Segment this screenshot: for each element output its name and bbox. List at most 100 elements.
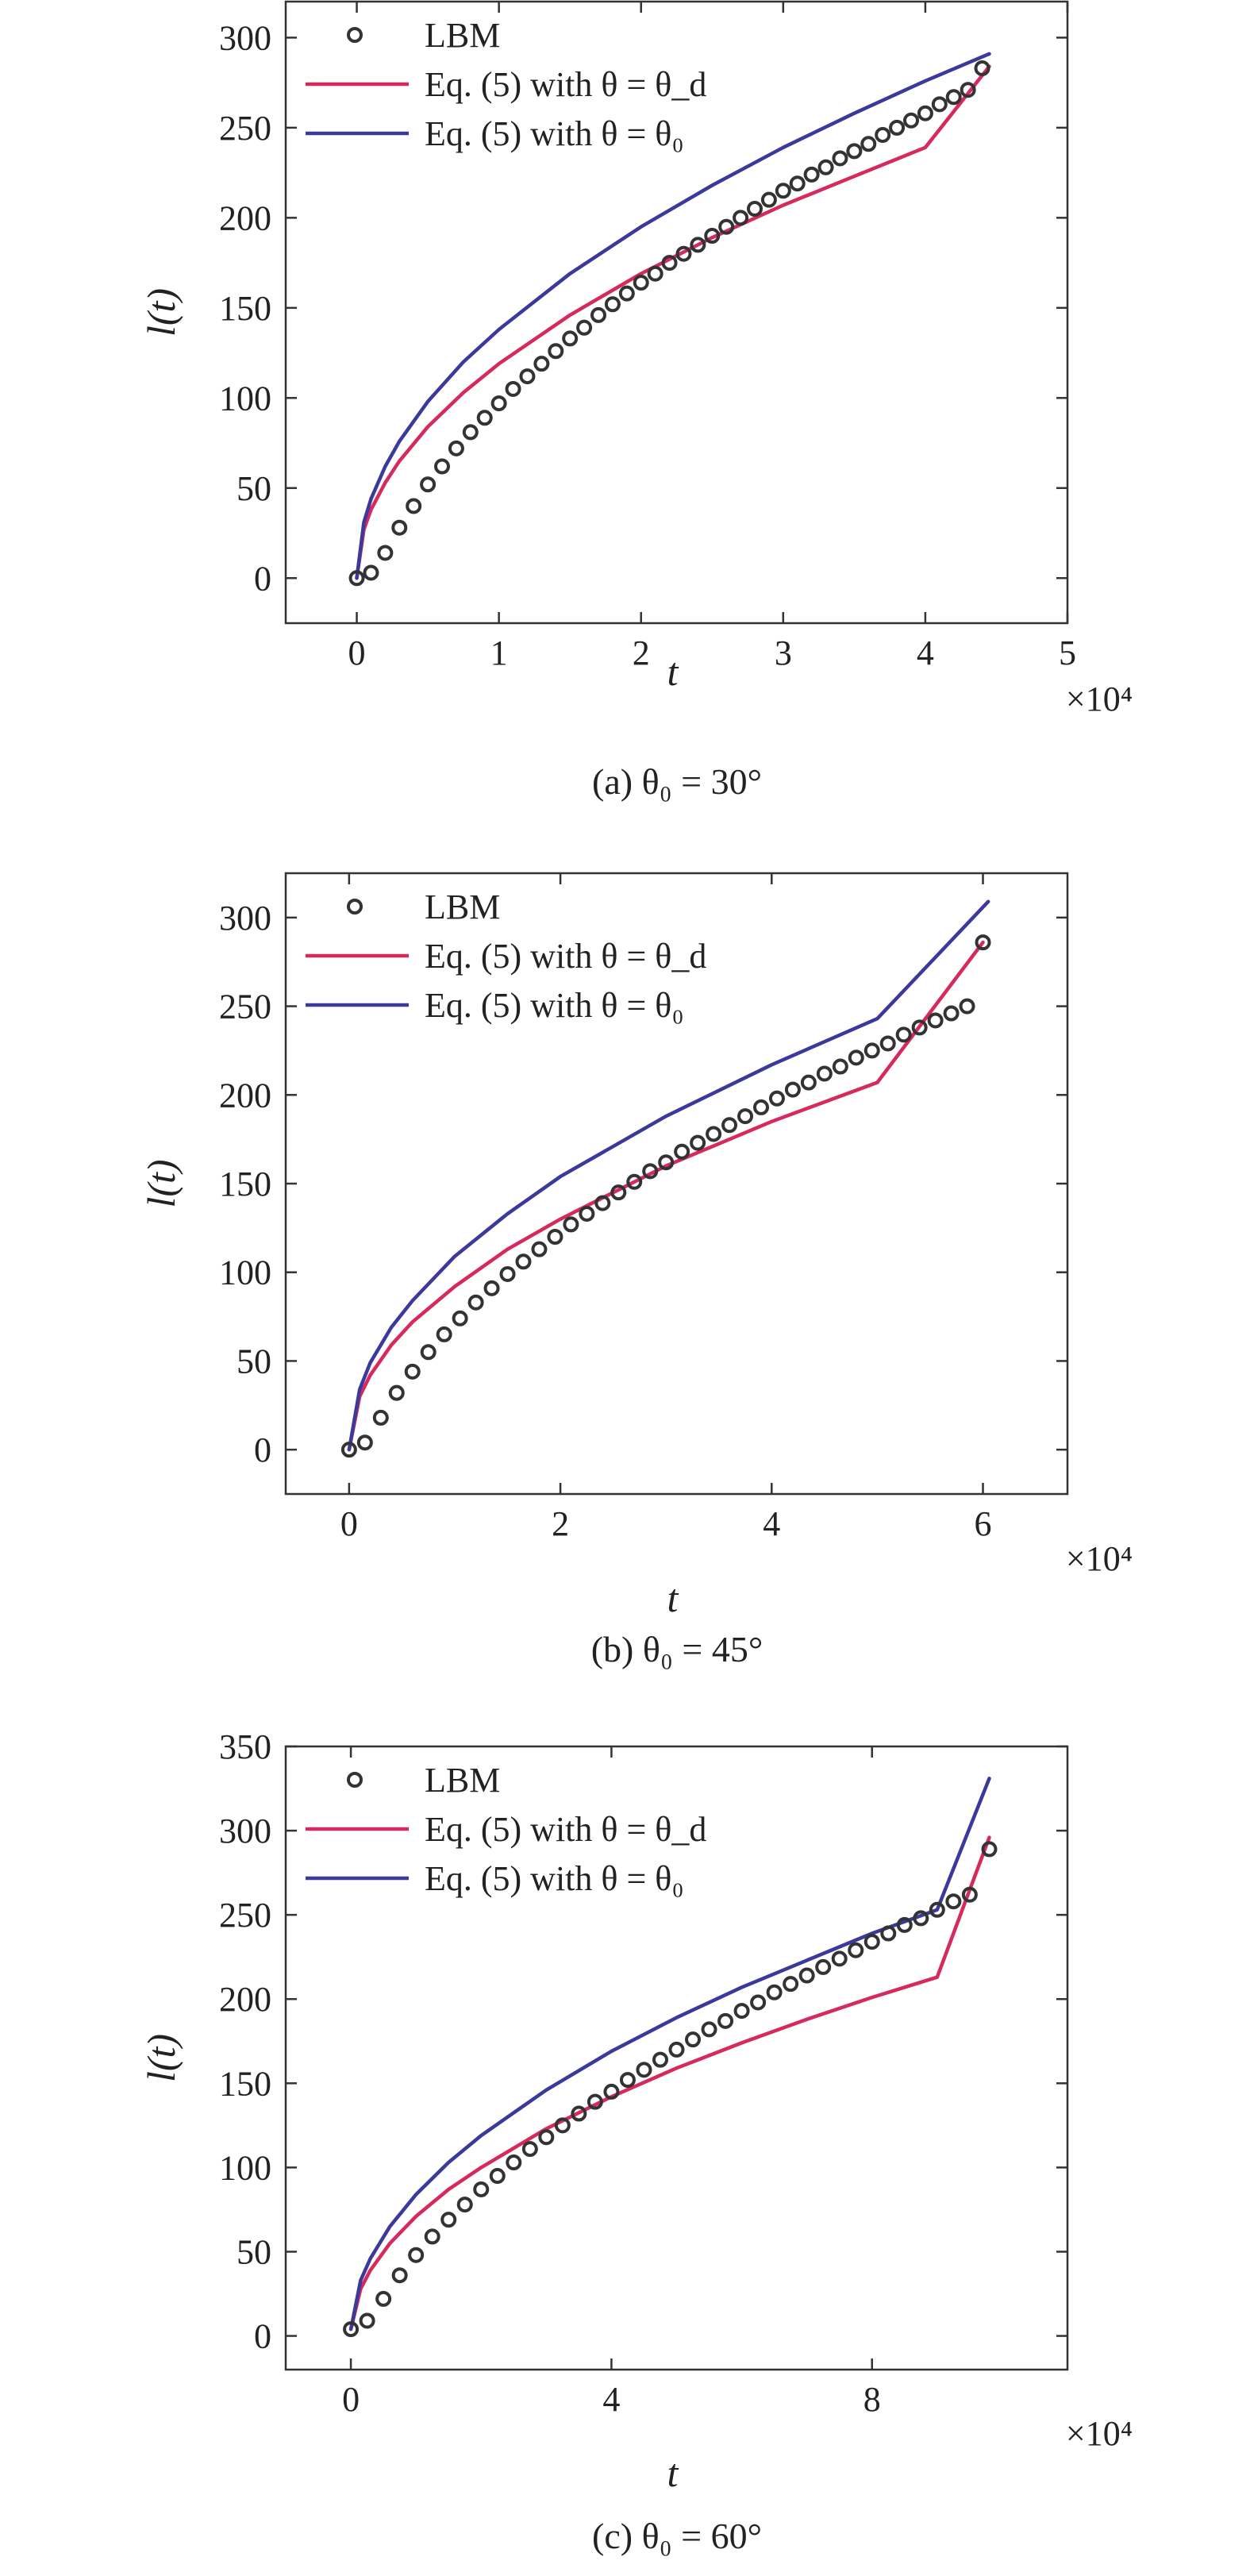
y-tick-label: 50 [237,1342,271,1380]
y-tick-label: 0 [254,559,271,598]
lbm-point [448,440,464,456]
x-tick-label: 3 [775,633,792,672]
lbm-point [766,1984,783,2000]
lbm-point [363,564,379,581]
lbm-point [538,2129,555,2146]
legend: LBM Eq. (5) with θ = θ_d Eq. (5) with θ = … [306,1761,706,1898]
lbm-point [420,476,437,493]
x-axis-exponent: ×10⁴ [1066,2414,1133,2453]
lbm-point [473,2181,490,2197]
lbm-point [406,498,422,514]
plot-area [343,1777,998,2338]
series-line-theta-0 [348,1777,991,2331]
lbm-point [372,1409,389,1426]
lbm-point [391,2267,408,2284]
lbm-point [391,519,408,536]
x-tick-label: 5 [1059,633,1076,672]
lbm-point [981,1841,998,1858]
lbm-point [733,210,749,226]
lbm-point [489,2168,506,2185]
lbm-point [911,1019,928,1036]
lbm-point [685,2031,702,2048]
y-tick-label: 300 [219,899,271,938]
lbm-point [408,2247,425,2263]
x-tick-label: 6 [975,1504,992,1543]
y-tick-label: 200 [219,198,271,237]
lbm-point [848,1049,864,1066]
y-axis-label: l(t) [139,1159,183,1207]
x-tick-label: 4 [763,1504,780,1543]
lbm-point [815,1958,832,1975]
chart-panel-3: 0 4 8 0 50 100 150 200 250 300 350 t l(t) ×10⁴ (c) θ₀ … [139,1727,1133,2556]
y-tick-label: 100 [219,379,271,418]
lbm-point [959,998,975,1015]
lbm-point [860,136,877,152]
lbm-point [831,1950,848,1967]
lbm-point [690,237,706,253]
lbm-point [633,275,649,291]
lbm-point [658,1154,675,1171]
lbm-point [875,126,891,143]
lbm-point [931,96,948,113]
lbm-point [879,1035,896,1052]
lbm-point [618,285,635,302]
lbm-point [817,159,834,175]
lbm-point [800,1074,817,1091]
lbm-point [945,89,962,106]
lbm-point [717,2012,734,2029]
lbm-point [483,1280,500,1296]
plot-area [348,52,991,587]
legend-entry: Eq. (5) with θ = θ_d [425,65,706,104]
lbm-point [452,1310,468,1327]
x-axis-label: t [667,1576,679,1620]
lbm-point [913,1910,929,1927]
legend-marker-lbm [347,899,363,914]
lbm-point [490,395,507,412]
lbm-point [760,191,777,208]
y-tick-label: 150 [219,289,271,328]
legend-entry: LBM [425,16,500,55]
x-tick-label: 2 [633,633,650,672]
y-tick-label: 200 [219,1076,271,1115]
legend-marker-lbm [347,1772,363,1788]
series-line-theta-d [347,940,985,1452]
legend-entry: Eq. (5) with θ = θ_d [425,937,706,976]
lbm-point [917,105,933,121]
lbm-point [846,143,863,160]
legend: LBM Eq. (5) with θ = θ_d Eq. (5) with θ = … [306,16,706,153]
x-axis-exponent: ×10⁴ [1066,1539,1133,1578]
lbm-point [775,183,791,199]
lbm-point [750,1994,767,2011]
lbm-point [521,2141,538,2158]
lbm-point [603,2083,620,2100]
y-tick-label: 350 [219,1727,271,1766]
y-tick-label: 300 [219,18,271,57]
x-tick-label: 0 [342,2380,360,2419]
x-tick-label: 1 [490,633,508,672]
x-axis-exponent: ×10⁴ [1066,680,1133,718]
lbm-point [547,1229,563,1246]
lbm-point [783,1976,799,1993]
lbm-point [832,1058,848,1075]
lbm-point [784,1081,801,1098]
lbm-point [531,1241,548,1257]
lbm-point [590,306,606,323]
lbm-point [571,2105,587,2122]
lbm-point [889,119,906,136]
lbm-point [420,1344,437,1361]
lbm-point [440,2212,457,2228]
lbm-point [943,1005,960,1022]
lbm-point [375,2290,392,2307]
lbm-point [661,255,678,271]
lbm-point [945,1893,962,1910]
y-tick-label: 50 [237,469,271,508]
lbm-point [604,296,621,313]
lbm-point [499,1265,516,1282]
series-line-theta-0 [355,52,991,580]
lbm-point [563,1216,579,1233]
y-tick-label: 250 [219,988,271,1026]
lbm-point [554,2117,571,2134]
x-axis-label: t [667,2451,679,2495]
lbm-point [505,380,521,397]
